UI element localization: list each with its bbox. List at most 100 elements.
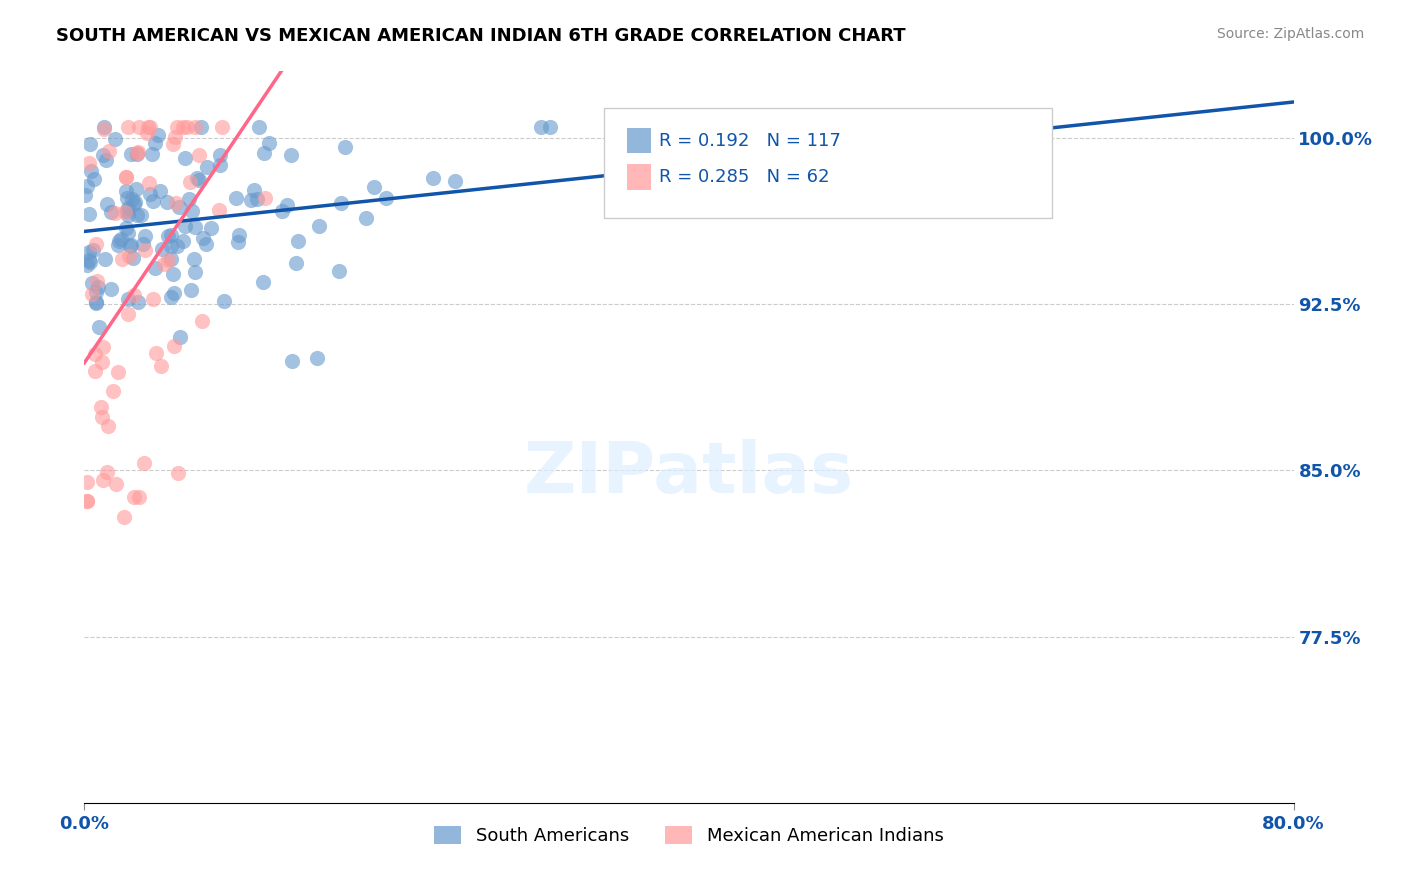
Point: [162, 267, 184, 281]
Text: ZIPatlas: ZIPatlas: [524, 439, 853, 508]
Point: [84, 364, 107, 378]
Point: [76, 494, 98, 508]
Point: [76, 258, 98, 272]
Point: [94, 252, 117, 266]
Point: [150, 242, 173, 256]
Point: [166, 238, 188, 252]
Point: [211, 120, 233, 134]
Point: [105, 476, 128, 491]
Point: [132, 456, 155, 470]
Point: [96, 196, 118, 211]
Point: [76, 475, 98, 489]
FancyBboxPatch shape: [627, 128, 651, 153]
Point: [115, 170, 138, 185]
Point: [271, 204, 294, 219]
Point: [84, 236, 107, 251]
Point: [143, 260, 166, 275]
Point: [86, 274, 108, 288]
Point: [363, 179, 385, 194]
Point: [125, 181, 148, 195]
Point: [354, 211, 377, 226]
Point: [139, 120, 162, 134]
Point: [101, 384, 124, 399]
Point: [76, 179, 98, 194]
Point: [125, 147, 148, 161]
Point: [162, 285, 184, 300]
Point: [149, 184, 172, 198]
Point: [167, 200, 190, 214]
Legend: South Americans, Mexican American Indians: South Americans, Mexican American Indian…: [427, 819, 950, 852]
Point: [193, 231, 215, 245]
Point: [79, 164, 101, 178]
Point: [117, 191, 139, 205]
Point: [142, 194, 165, 208]
Point: [188, 148, 211, 162]
Point: [115, 184, 138, 198]
Point: [156, 195, 179, 210]
Point: [87, 279, 110, 293]
Point: [605, 186, 627, 201]
Point: [124, 195, 146, 210]
Point: [122, 251, 145, 265]
Point: [257, 136, 280, 151]
Point: [117, 227, 139, 241]
Point: [186, 170, 208, 185]
Point: [87, 320, 110, 334]
Point: [90, 400, 112, 414]
Point: [129, 208, 152, 222]
Point: [121, 192, 143, 206]
Text: R = 0.192   N = 117: R = 0.192 N = 117: [659, 132, 841, 150]
Point: [281, 354, 304, 368]
Point: [122, 196, 145, 211]
Point: [200, 220, 222, 235]
Point: [163, 130, 186, 145]
Point: [73, 188, 96, 202]
Point: [115, 204, 138, 219]
Point: [188, 172, 211, 186]
Point: [120, 147, 142, 161]
Point: [165, 196, 187, 211]
Point: [138, 176, 160, 190]
Point: [190, 120, 212, 134]
Point: [225, 191, 247, 205]
Point: [162, 137, 184, 152]
Point: [194, 237, 217, 252]
Point: [160, 290, 183, 304]
Point: [120, 238, 142, 252]
Point: [104, 132, 127, 146]
Point: [153, 257, 176, 271]
Point: [117, 201, 139, 215]
Point: [208, 203, 231, 218]
Point: [77, 207, 100, 221]
Point: [254, 191, 277, 205]
Point: [160, 252, 183, 267]
Point: [145, 346, 167, 360]
Point: [287, 234, 309, 248]
Point: [122, 490, 145, 504]
Point: [184, 120, 207, 134]
Point: [179, 175, 201, 189]
Point: [93, 122, 115, 136]
Point: [117, 249, 139, 263]
Text: R = 0.285   N = 62: R = 0.285 N = 62: [659, 169, 830, 186]
Point: [160, 227, 183, 242]
FancyBboxPatch shape: [605, 108, 1052, 218]
Point: [96, 418, 118, 433]
Point: [108, 234, 131, 248]
Point: [128, 490, 150, 504]
Point: [107, 238, 129, 252]
Point: [79, 252, 101, 267]
Point: [150, 359, 173, 373]
Point: [134, 243, 156, 257]
Point: [329, 196, 352, 211]
Point: [143, 136, 166, 151]
Point: [117, 209, 139, 223]
Point: [136, 126, 159, 140]
Point: [91, 148, 114, 162]
Point: [100, 205, 122, 219]
Point: [141, 147, 163, 161]
Point: [132, 237, 155, 252]
Point: [246, 192, 269, 206]
Point: [146, 128, 169, 143]
Point: [156, 228, 179, 243]
